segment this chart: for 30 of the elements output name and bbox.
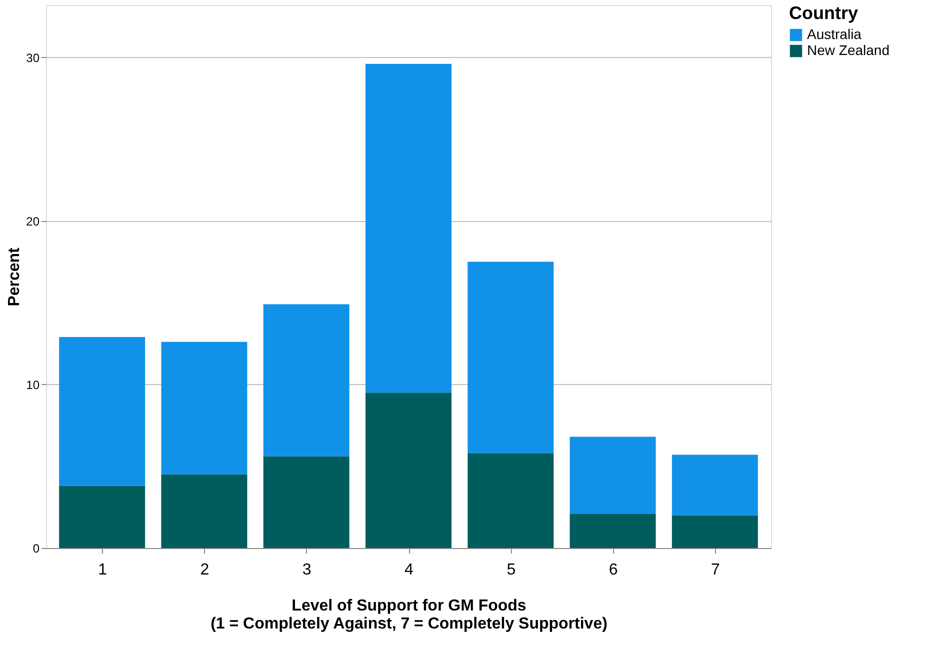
y-tick-label: 10 bbox=[26, 378, 40, 392]
bar bbox=[263, 456, 350, 548]
bar bbox=[59, 337, 146, 486]
y-tick-label: 0 bbox=[32, 542, 40, 556]
bar bbox=[570, 514, 656, 548]
bar bbox=[570, 436, 656, 514]
bar bbox=[59, 486, 146, 548]
bar bbox=[468, 262, 554, 454]
x-tick-label: 6 bbox=[608, 562, 618, 578]
bar bbox=[672, 454, 758, 516]
bar bbox=[161, 474, 248, 548]
bar bbox=[672, 515, 758, 548]
x-tick-label: 5 bbox=[506, 562, 516, 578]
y-axis-title: Percent bbox=[6, 246, 24, 306]
bar bbox=[366, 392, 452, 548]
x-axis-title: Level of Support for GM Foods (1 = Completely Against, 7 = Completely Supportive) bbox=[210, 598, 608, 632]
bar bbox=[161, 342, 248, 474]
bar bbox=[263, 304, 350, 456]
bar bbox=[468, 453, 554, 548]
x-tick-label: 3 bbox=[302, 562, 312, 578]
legend-label: New Zealand bbox=[807, 42, 890, 58]
legend-label: Australia bbox=[807, 26, 862, 42]
x-tick-label: 2 bbox=[200, 562, 210, 578]
legend-title: Country bbox=[789, 3, 858, 23]
y-tick-label: 30 bbox=[26, 50, 40, 65]
x-tick-label: 4 bbox=[404, 562, 414, 578]
bar bbox=[366, 64, 452, 393]
x-tick-label: 7 bbox=[710, 562, 720, 578]
x-tick-label: 1 bbox=[98, 562, 108, 578]
y-tick-label: 20 bbox=[26, 214, 40, 228]
